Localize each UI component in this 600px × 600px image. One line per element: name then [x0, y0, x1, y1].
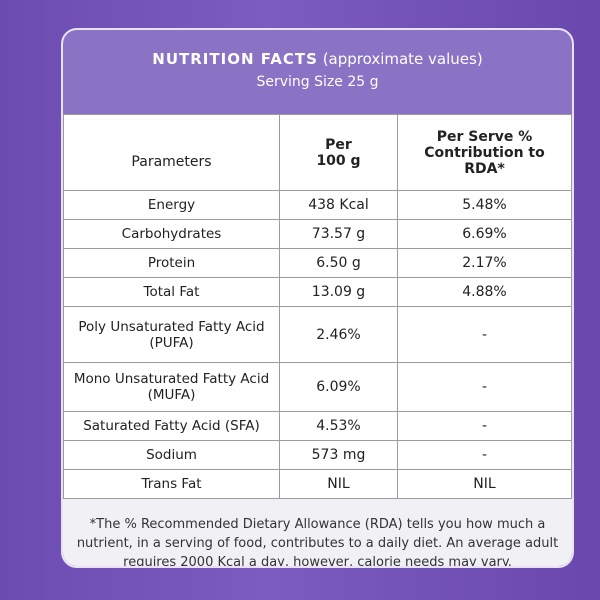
table-row: Poly Unsaturated Fatty Acid (PUFA) 2.46% - [63, 306, 572, 363]
value-cell: 6.69% [397, 219, 572, 249]
table-row: Saturated Fatty Acid (SFA) 4.53% - [63, 411, 572, 441]
table-row: Sodium 573 mg - [63, 440, 572, 470]
value-cell: - [397, 306, 572, 363]
parameter: Trans Fat [63, 469, 280, 499]
value-cell: 6.50 g [279, 248, 398, 278]
parameter: Poly Unsaturated Fatty Acid (PUFA) [63, 306, 280, 363]
value-cell: 5.48% [397, 190, 572, 220]
value-cell: NIL [279, 469, 398, 499]
value-cell: NIL [397, 469, 572, 499]
value-cell: 2.17% [397, 248, 572, 278]
header-row: Parameters Per 100 g Per Serve % Contributio… [63, 114, 572, 191]
column-header: Per 100 g [279, 114, 398, 191]
footnote: *The % Recommended Dietary Allowance (RD… [63, 499, 572, 566]
title-note: (approximate values) [322, 50, 483, 68]
table-row: Protein 6.50 g 2.17% [63, 248, 572, 278]
header-line: Parameters [131, 153, 212, 170]
value-cell: 2.46% [279, 306, 398, 363]
table-row: Carbohydrates 73.57 g 6.69% [63, 219, 572, 249]
nutrition-table: Parameters Per 100 g Per Serve % Contributio… [63, 114, 572, 499]
title: NUTRITION FACTS [152, 50, 318, 68]
title-line: NUTRITION FACTS (approximate values) [63, 50, 572, 68]
nutrition-card: NUTRITION FACTS (approximate values) Ser… [61, 28, 574, 568]
value-cell: 573 mg [279, 440, 398, 470]
parameter: Total Fat [63, 277, 280, 307]
parameter: Energy [63, 190, 280, 220]
header-line: Per Serve % [436, 128, 533, 145]
value-cell: 6.09% [279, 362, 398, 412]
parameter: Mono Unsaturated Fatty Acid (MUFA) [63, 362, 280, 412]
value-cell: 4.88% [397, 277, 572, 307]
parameter: Carbohydrates [63, 219, 280, 249]
header-line: Per [325, 136, 352, 153]
card-header: NUTRITION FACTS (approximate values) Ser… [63, 30, 572, 114]
column-header: Per Serve % Contribution to RDA* [397, 114, 572, 191]
value-cell: - [397, 411, 572, 441]
value-cell: 73.57 g [279, 219, 398, 249]
parameter: Sodium [63, 440, 280, 470]
header-line: 100 g [316, 152, 361, 169]
value-cell: - [397, 440, 572, 470]
table-row: Mono Unsaturated Fatty Acid (MUFA) 6.09% - [63, 362, 572, 412]
value-cell: - [397, 362, 572, 412]
column-header: Parameters [63, 114, 280, 191]
table-row: Trans Fat NIL NIL [63, 469, 572, 499]
table-row: Total Fat 13.09 g 4.88% [63, 277, 572, 307]
header-line: Contribution to RDA* [424, 144, 545, 177]
value-cell: 13.09 g [279, 277, 398, 307]
table-row: Energy 438 Kcal 5.48% [63, 190, 572, 220]
serving-size: Serving Size 25 g [256, 74, 379, 90]
parameter: Protein [63, 248, 280, 278]
parameter: Saturated Fatty Acid (SFA) [63, 411, 280, 441]
value-cell: 438 Kcal [279, 190, 398, 220]
value-cell: 4.53% [279, 411, 398, 441]
